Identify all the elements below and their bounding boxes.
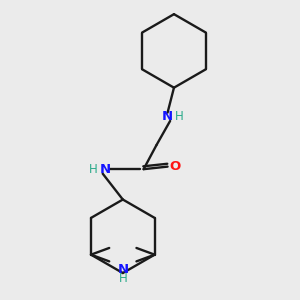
- Text: O: O: [169, 160, 181, 173]
- Text: N: N: [117, 263, 128, 276]
- Text: N: N: [100, 163, 111, 176]
- Text: H: H: [175, 110, 184, 123]
- Text: H: H: [89, 163, 98, 176]
- Text: N: N: [162, 110, 173, 123]
- Text: H: H: [118, 272, 127, 285]
